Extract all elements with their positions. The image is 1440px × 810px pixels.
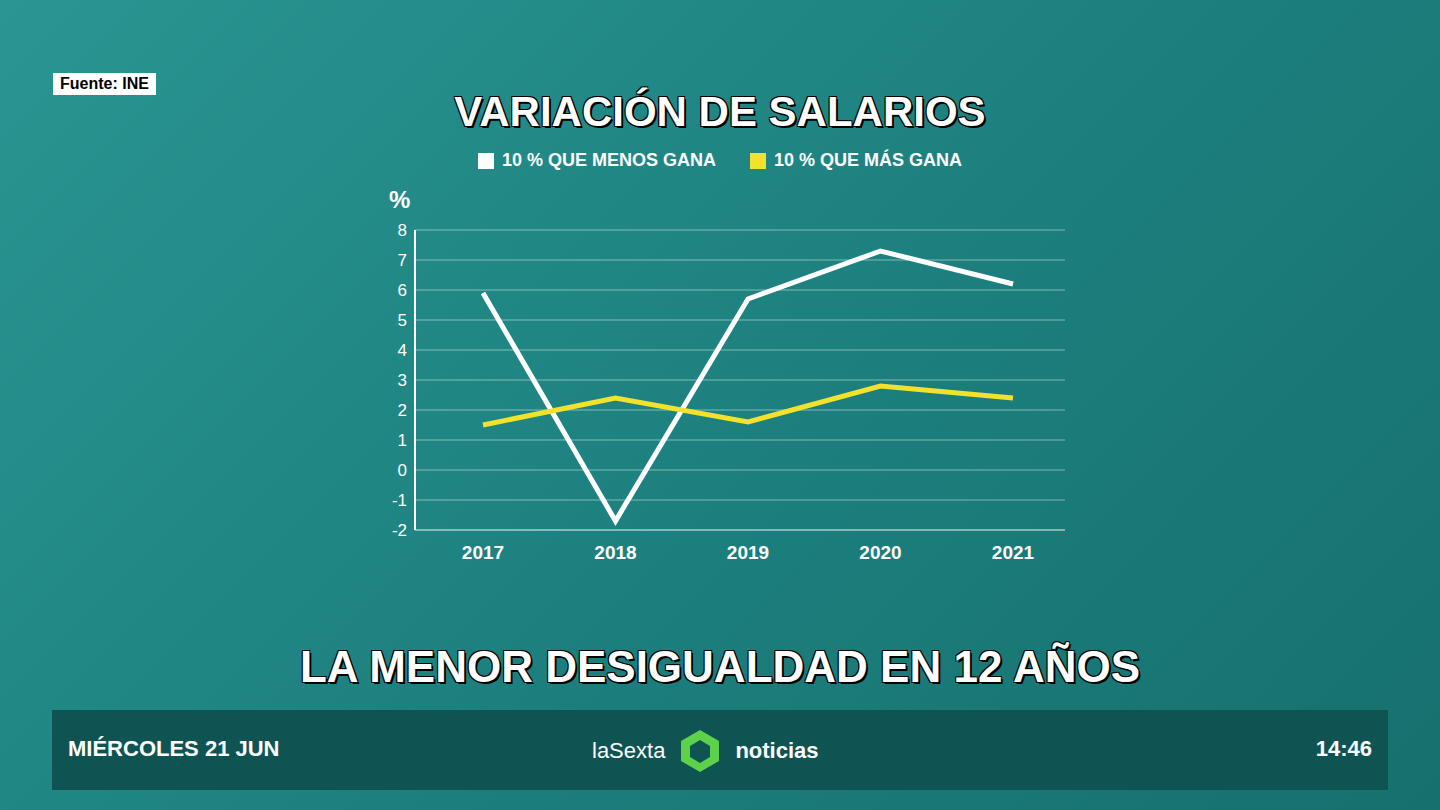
html-text:LA MENOR DESIGUALDAD EN 12 AÑO: LA MENOR DESIGUALDAD EN 12 AÑOS xyxy=(299,642,1141,691)
svg-text:7: 7 xyxy=(398,251,407,270)
svg-text:4: 4 xyxy=(398,341,407,360)
svg-text:5: 5 xyxy=(398,311,407,330)
svg-text:2020: 2020 xyxy=(859,542,901,563)
html-text:Fuente: INE: Fuente: INE xyxy=(60,75,149,92)
svg-text:2017: 2017 xyxy=(462,542,504,563)
svg-text:1: 1 xyxy=(398,431,407,450)
svg-text:2021: 2021 xyxy=(992,542,1035,563)
svg-text:3: 3 xyxy=(398,371,407,390)
html-text:10 % QUE MENOS GANA: 10 % QUE MENOS GANA xyxy=(502,150,716,170)
svg-text:-2: -2 xyxy=(392,521,407,540)
html-text:laSexta: laSexta xyxy=(592,738,666,763)
svg-text:-1: -1 xyxy=(392,491,407,510)
html-text:10 % QUE MÁS GANA: 10 % QUE MÁS GANA xyxy=(774,150,962,170)
svg-text:0: 0 xyxy=(398,461,407,480)
svg-text:2: 2 xyxy=(398,401,407,420)
html-text:VARIACIÓN DE SALARIOS: VARIACIÓN DE SALARIOS xyxy=(454,88,986,135)
svg-text:2018: 2018 xyxy=(594,542,636,563)
html-text:MIÉRCOLES 21 JUN: MIÉRCOLES 21 JUN xyxy=(68,736,280,761)
svg-text:8: 8 xyxy=(398,221,407,240)
html-text:noticias: noticias xyxy=(735,738,819,763)
html-text:14:46: 14:46 xyxy=(1315,736,1372,761)
svg-text:2019: 2019 xyxy=(727,542,769,563)
svg-text:6: 6 xyxy=(398,281,407,300)
